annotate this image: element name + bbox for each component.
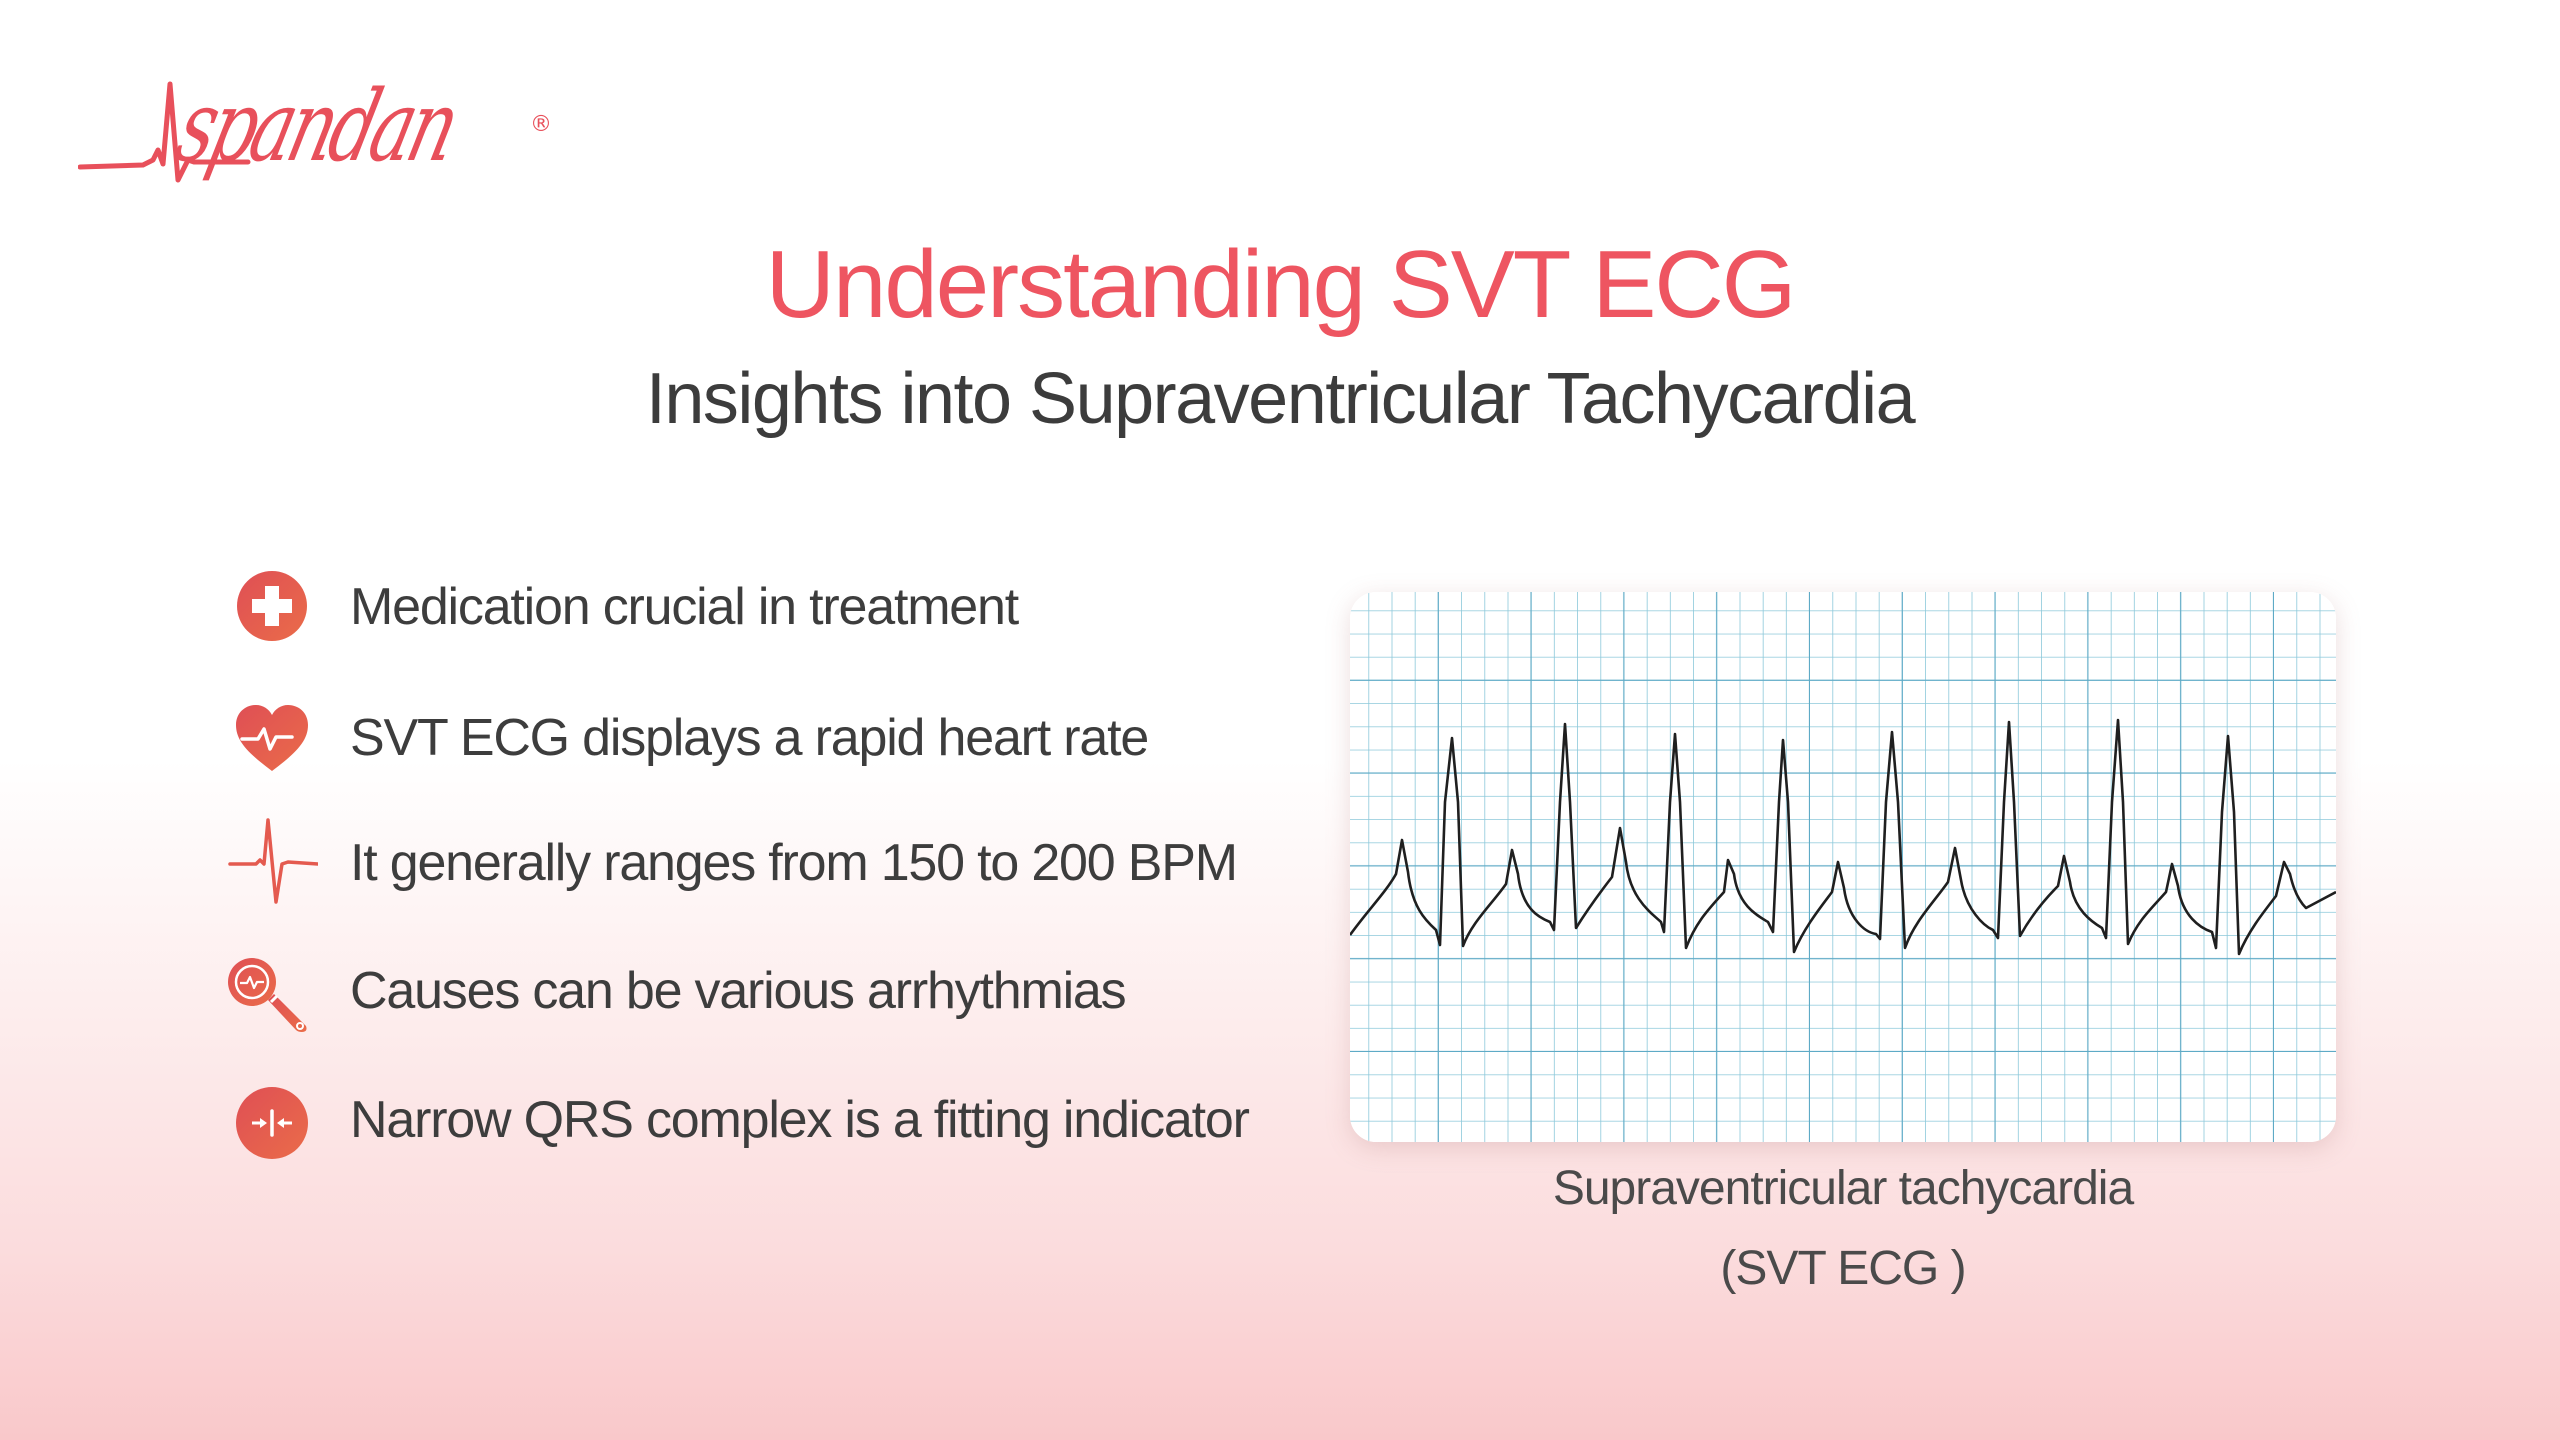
ecg-trace [1350,718,2336,956]
registered-mark: ® [530,112,552,137]
bullet-text: Narrow QRS complex is a fitting indicato… [350,1091,1250,1149]
bullet-text: Causes can be various arrhythmias [350,962,1127,1020]
brand-logo: spandan ® [78,70,552,202]
ecg-caption-abbreviation: (SVT ECG ) [1720,1242,1966,1295]
bullet-item: Causes can be various arrhythmias [228,946,1328,1036]
narrow-arrows-icon [228,1075,318,1165]
pulse-line-logo-icon [78,81,251,183]
pulse-line-icon [228,818,318,908]
bullet-item: It generally ranges from 150 to 200 BPM [228,818,1328,908]
bullet-text: Medication crucial in treatment [350,578,1019,636]
page-subtitle: Insights into Supraventricular Tachycard… [645,359,1916,439]
bullet-item: Medication crucial in treatment [228,562,1328,652]
medical-cross-icon [228,562,318,652]
bullet-list: Medication crucial in treatment SVT ECG … [228,0,1328,1440]
ecg-caption-title: Supraventricular tachycardia [1552,1162,2134,1215]
bullet-text: SVT ECG displays a rapid heart rate [350,709,1149,767]
bullet-text: It generally ranges from 150 to 200 BPM [350,834,1238,892]
ecg-strip-image [1350,592,2336,1142]
heart-pulse-icon [228,693,318,783]
magnifier-pulse-icon [228,946,318,1036]
ecg-grid-chart [1350,592,2336,1142]
page-title: Understanding SVT ECG [765,231,1797,338]
bullet-item: Narrow QRS complex is a fitting indicato… [228,1075,1328,1165]
bullet-item: SVT ECG displays a rapid heart rate [228,693,1328,783]
